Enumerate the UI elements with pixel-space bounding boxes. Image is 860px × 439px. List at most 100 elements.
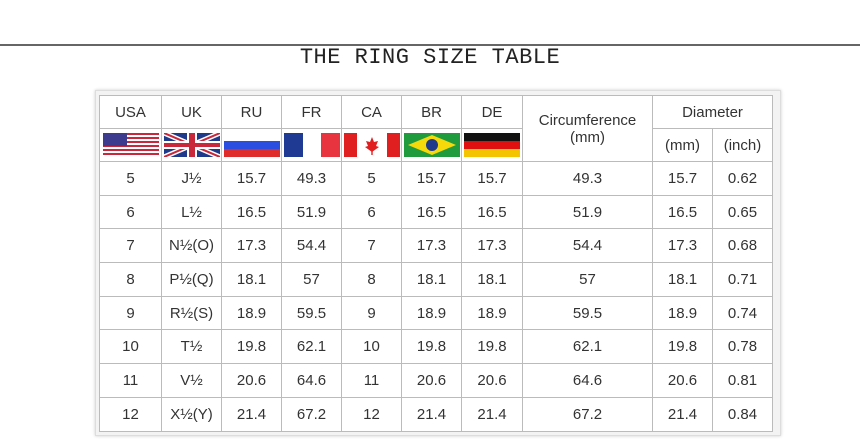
cell-ru: 16.5 — [221, 194, 282, 230]
table-row: 8 P½(Q) 18.1 57 8 18.1 18.1 57 18.1 0.71 — [99, 262, 773, 297]
russia-flag-icon — [223, 133, 280, 157]
canada-flag-cell — [341, 128, 402, 162]
cell-de: 20.6 — [461, 363, 523, 398]
cell-br: 16.5 — [401, 194, 462, 230]
cell-circumference-mm: 64.6 — [522, 363, 653, 398]
cell-uk: X½(Y) — [161, 396, 222, 432]
cell-ca: 7 — [341, 228, 402, 264]
cell-ru: 21.4 — [221, 396, 282, 432]
header-usa: USA — [99, 95, 162, 129]
cell-usa: 12 — [99, 396, 162, 432]
brazil-flag-cell — [401, 128, 462, 162]
cell-de: 18.9 — [461, 295, 523, 331]
cell-diameter-mm: 17.3 — [652, 228, 713, 264]
circumference-unit: (mm) — [570, 128, 605, 146]
header-de: DE — [461, 95, 523, 129]
germany-flag-icon — [464, 133, 520, 157]
cell-circumference-mm: 59.5 — [522, 295, 653, 331]
cell-diameter-inch: 0.84 — [712, 396, 773, 432]
cell-diameter-mm: 16.5 — [652, 194, 713, 230]
cell-de: 15.7 — [461, 161, 523, 196]
cell-circumference-mm: 54.4 — [522, 228, 653, 264]
table-row: 7 N½(O) 17.3 54.4 7 17.3 17.3 54.4 17.3 0.68 — [99, 228, 773, 264]
cell-circumference-mm: 51.9 — [522, 194, 653, 230]
cell-de: 19.8 — [461, 329, 523, 365]
table-row: 11 V½ 20.6 64.6 11 20.6 20.6 64.6 20.6 0.81 — [99, 363, 773, 398]
cell-ru: 18.1 — [221, 262, 282, 297]
cell-diameter-inch: 0.62 — [712, 161, 773, 196]
cell-ru: 18.9 — [221, 295, 282, 331]
cell-br: 20.6 — [401, 363, 462, 398]
header-br: BR — [401, 95, 462, 129]
usa-flag-cell — [99, 128, 162, 162]
cell-diameter-inch: 0.78 — [712, 329, 773, 365]
cell-de: 16.5 — [461, 194, 523, 230]
circumference-label: Circumference — [538, 111, 637, 129]
cell-circumference-mm: 67.2 — [522, 396, 653, 432]
cell-ru: 15.7 — [221, 161, 282, 196]
cell-diameter-inch: 0.65 — [712, 194, 773, 230]
cell-fr: 62.1 — [281, 329, 342, 365]
cell-fr: 64.6 — [281, 363, 342, 398]
header-ca: CA — [341, 95, 402, 129]
cell-ca: 10 — [341, 329, 402, 365]
uk-flag-cell — [161, 128, 222, 162]
cell-uk: P½(Q) — [161, 262, 222, 297]
cell-diameter-inch: 0.81 — [712, 363, 773, 398]
cell-diameter-inch: 0.71 — [712, 262, 773, 297]
cell-ru: 20.6 — [221, 363, 282, 398]
cell-uk: J½ — [161, 161, 222, 196]
cell-fr: 49.3 — [281, 161, 342, 196]
header-diameter-mm: (mm) — [652, 128, 713, 162]
cell-uk: T½ — [161, 329, 222, 365]
cell-ca: 12 — [341, 396, 402, 432]
cell-diameter-mm: 21.4 — [652, 396, 713, 432]
usa-flag-icon — [102, 133, 159, 157]
table-row: 5 J½ 15.7 49.3 5 15.7 15.7 49.3 15.7 0.62 — [99, 161, 773, 196]
cell-circumference-mm: 57 — [522, 262, 653, 297]
cell-fr: 59.5 — [281, 295, 342, 331]
cell-diameter-mm: 20.6 — [652, 363, 713, 398]
cell-de: 21.4 — [461, 396, 523, 432]
header-uk: UK — [161, 95, 222, 129]
header-diameter: Diameter — [652, 95, 773, 129]
cell-usa: 6 — [99, 194, 162, 230]
cell-circumference-mm: 49.3 — [522, 161, 653, 196]
cell-de: 17.3 — [461, 228, 523, 264]
cell-br: 19.8 — [401, 329, 462, 365]
cell-diameter-mm: 19.8 — [652, 329, 713, 365]
cell-usa: 5 — [99, 161, 162, 196]
cell-br: 18.9 — [401, 295, 462, 331]
cell-circumference-mm: 62.1 — [522, 329, 653, 365]
divider-line — [0, 44, 860, 46]
cell-ca: 11 — [341, 363, 402, 398]
ring-size-table: USA UK RU FR CA BR DE Circumference (mm)… — [99, 95, 773, 432]
germany-flag-cell — [461, 128, 523, 162]
cell-uk: N½(O) — [161, 228, 222, 264]
cell-ca: 9 — [341, 295, 402, 331]
uk-flag-icon — [163, 133, 220, 157]
header-circumference: Circumference (mm) — [522, 95, 653, 162]
cell-br: 18.1 — [401, 262, 462, 297]
cell-diameter-inch: 0.74 — [712, 295, 773, 331]
table-row: 10 T½ 19.8 62.1 10 19.8 19.8 62.1 19.8 0.78 — [99, 329, 773, 365]
cell-diameter-mm: 18.1 — [652, 262, 713, 297]
cell-ru: 19.8 — [221, 329, 282, 365]
brazil-flag-icon — [403, 133, 460, 157]
cell-br: 15.7 — [401, 161, 462, 196]
cell-uk: V½ — [161, 363, 222, 398]
france-flag-cell — [281, 128, 342, 162]
cell-ru: 17.3 — [221, 228, 282, 264]
page-title: THE RING SIZE TABLE — [299, 45, 561, 70]
cell-fr: 67.2 — [281, 396, 342, 432]
cell-diameter-inch: 0.68 — [712, 228, 773, 264]
header-ru: RU — [221, 95, 282, 129]
cell-fr: 51.9 — [281, 194, 342, 230]
cell-usa: 9 — [99, 295, 162, 331]
cell-uk: R½(S) — [161, 295, 222, 331]
cell-fr: 54.4 — [281, 228, 342, 264]
header-diameter-inch: (inch) — [712, 128, 773, 162]
cell-br: 17.3 — [401, 228, 462, 264]
cell-usa: 7 — [99, 228, 162, 264]
cell-diameter-mm: 18.9 — [652, 295, 713, 331]
